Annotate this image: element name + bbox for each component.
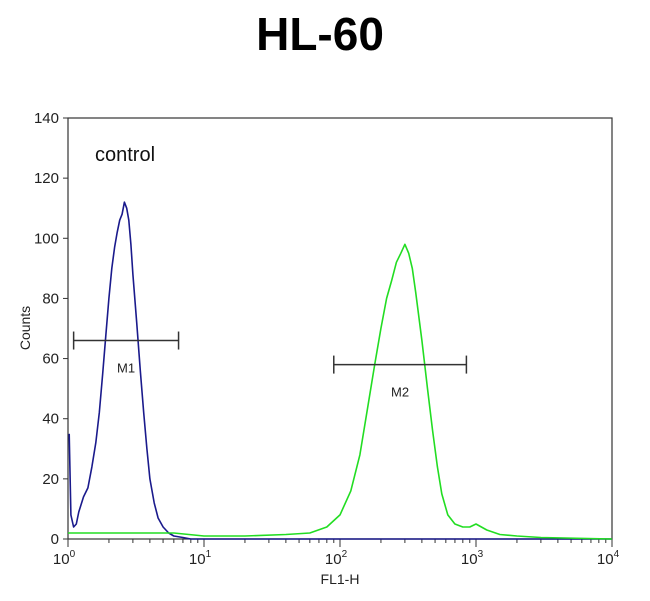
marker-label: M1: [117, 361, 135, 376]
markers-layer: M1 M2: [72, 331, 468, 400]
y-axis-label: Counts: [17, 306, 33, 350]
x-tick-label: 103: [461, 549, 484, 568]
control-annotation: control: [95, 144, 155, 166]
x-axis: 100 101 102 103 104: [53, 539, 620, 568]
y-tick-label: 80: [42, 290, 59, 307]
x-tick-label: 104: [597, 549, 620, 568]
y-tick-label: 140: [34, 110, 59, 127]
y-tick-label: 60: [42, 351, 59, 368]
y-axis: 0 20 40 60 80 100 120 140: [34, 110, 68, 548]
series-line-1: [68, 201, 612, 540]
series-line-2: [68, 243, 613, 540]
marker-m2: M2: [333, 355, 468, 400]
marker-label: M2: [391, 385, 409, 400]
y-tick-label: 120: [34, 170, 59, 187]
chart-title: HL-60: [256, 8, 384, 60]
y-tick-label: 40: [42, 411, 59, 428]
y-tick-label: 20: [42, 471, 59, 488]
x-tick-label: 100: [53, 549, 76, 568]
x-tick-label: 101: [189, 549, 212, 568]
y-tick-label: 0: [51, 531, 59, 548]
x-tick-label: 102: [325, 549, 348, 568]
series-layer: [68, 201, 613, 540]
y-tick-label: 100: [34, 230, 59, 247]
marker-m1: M1: [72, 331, 180, 376]
x-axis-label: FL1-H: [321, 571, 360, 587]
